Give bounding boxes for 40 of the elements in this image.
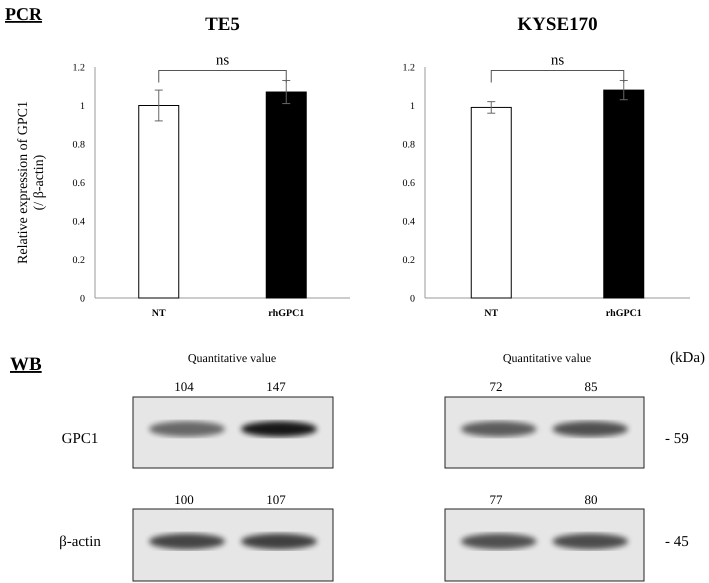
y-tick-label: 1 <box>80 101 85 112</box>
text: 77 <box>490 492 503 507</box>
y-tick-label: 1.2 <box>72 62 85 74</box>
y-tick-label: 0.8 <box>402 140 415 150</box>
chart-title: KYSE170 <box>517 14 598 35</box>
text: 147 <box>266 379 286 394</box>
x-tick-label: rhGPC1 <box>268 308 304 319</box>
text: (kDa) <box>670 350 705 366</box>
text: β-actin <box>59 534 102 550</box>
text: WB <box>10 354 42 375</box>
y-tick-label: 0.8 <box>72 140 85 150</box>
text: - 45 <box>665 534 689 550</box>
x-tick-label: rhGPC1 <box>606 308 642 319</box>
x-tick-label: NT <box>152 308 166 319</box>
y-tick-label: 1.2 <box>402 62 415 74</box>
y-tick-label: 0 <box>80 294 85 304</box>
x-tick-label: NT <box>484 308 499 319</box>
text: Quantitative value <box>188 351 276 365</box>
y-axis-title: Relative expression of GPC1 (/ β-actin) <box>16 101 47 264</box>
text: - 59 <box>665 431 689 447</box>
annotation: ns <box>216 52 230 68</box>
y-tick-label: 0.2 <box>72 255 85 266</box>
chart-title: TE5 <box>205 14 240 35</box>
y-tick-label: 0.6 <box>72 178 85 189</box>
y-tick-label: 0.6 <box>402 178 415 189</box>
text: 85 <box>584 379 598 394</box>
text: 100 <box>174 492 194 507</box>
y-tick-label: 0.4 <box>72 216 85 228</box>
text: 107 <box>266 492 286 507</box>
text: 80 <box>584 492 598 507</box>
text: 104 <box>174 379 194 394</box>
text: 72 <box>490 379 502 394</box>
text: PCR <box>5 4 43 24</box>
annotation: ns <box>550 52 564 68</box>
y-tick-label: 0.2 <box>402 255 415 266</box>
y-tick-label: 0 <box>410 294 415 304</box>
y-tick-label: 0.4 <box>402 216 415 228</box>
text: Quantitative value <box>502 351 592 365</box>
text: GPC1 <box>62 431 98 447</box>
y-tick-label: 1 <box>410 101 415 112</box>
